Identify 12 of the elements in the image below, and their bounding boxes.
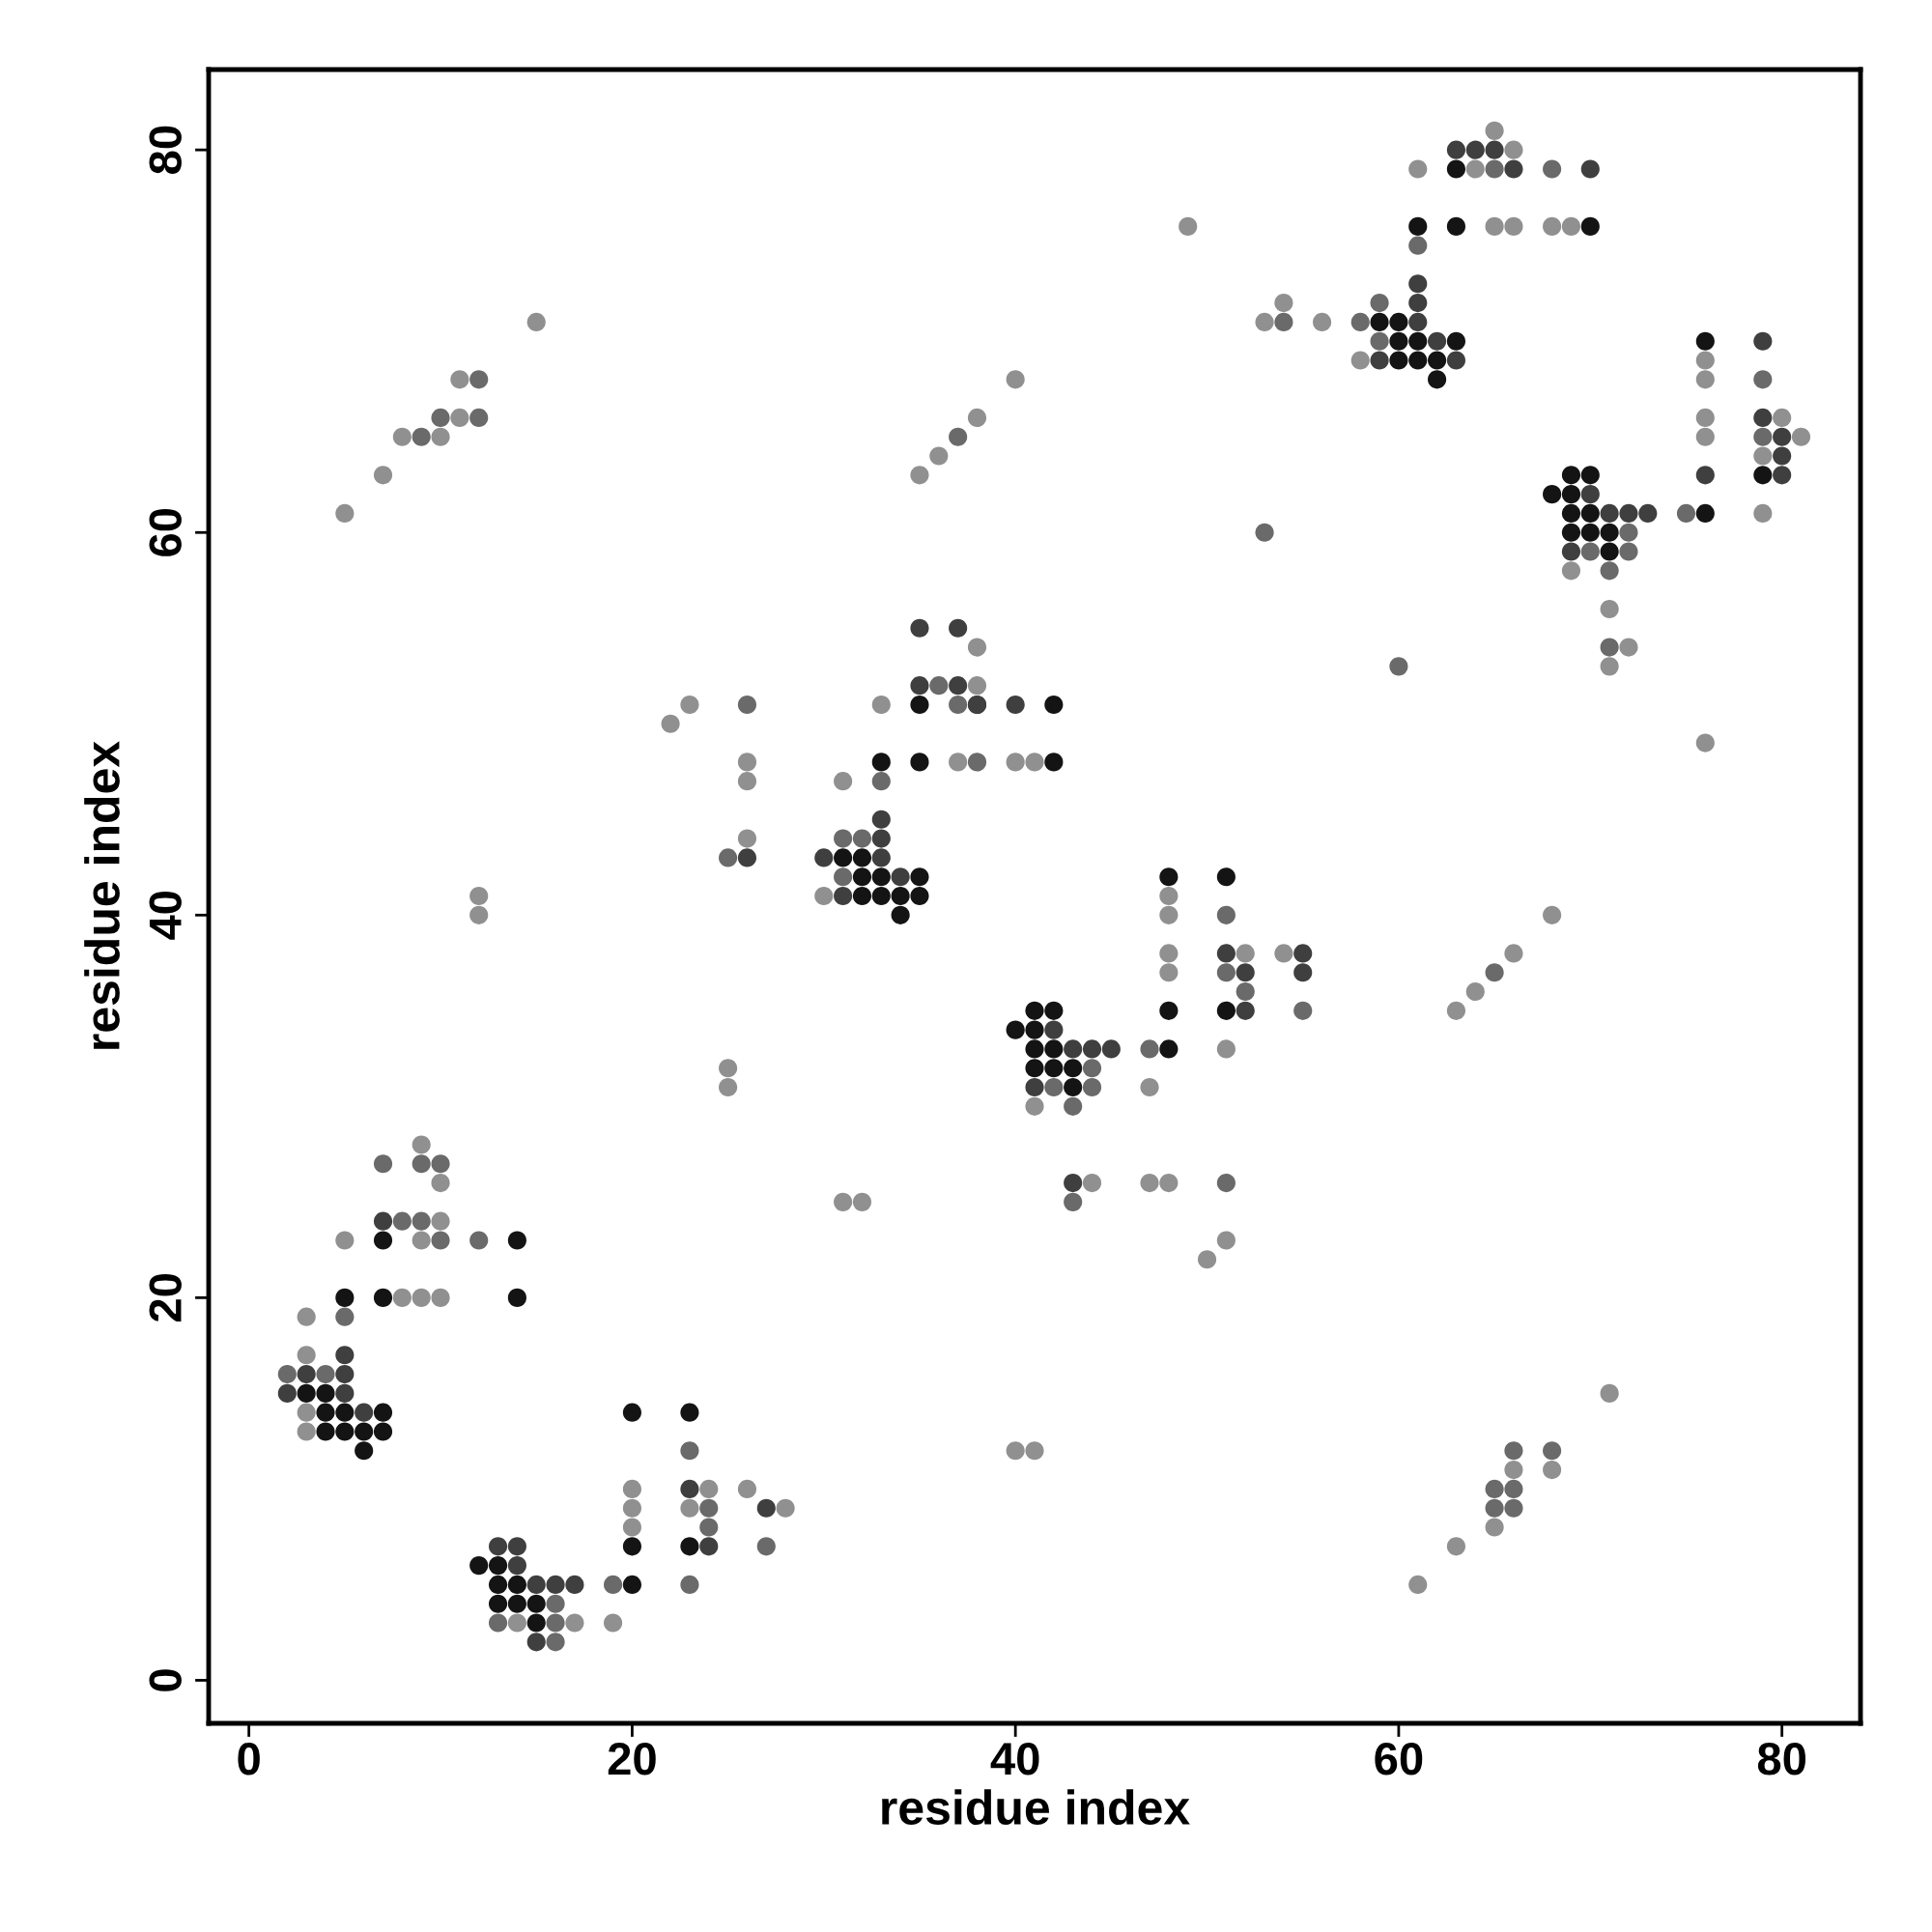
y-tick-label: 40 [149,891,182,940]
x-tick-label: 40 [990,1743,1039,1776]
y-tick-label: 0 [149,1669,182,1691]
x-tick-label: 60 [1375,1743,1423,1776]
x-tick-label: 80 [1757,1743,1805,1776]
x-axis-title: residue index [882,1789,1190,1826]
y-axis-title: residue index [84,741,120,1049]
y-tick-label: 20 [149,1274,182,1321]
x-tick-label: 0 [238,1743,260,1776]
x-tick-label: 20 [608,1743,656,1776]
y-tick-label: 80 [149,126,182,174]
y-tick-label: 60 [149,508,182,556]
